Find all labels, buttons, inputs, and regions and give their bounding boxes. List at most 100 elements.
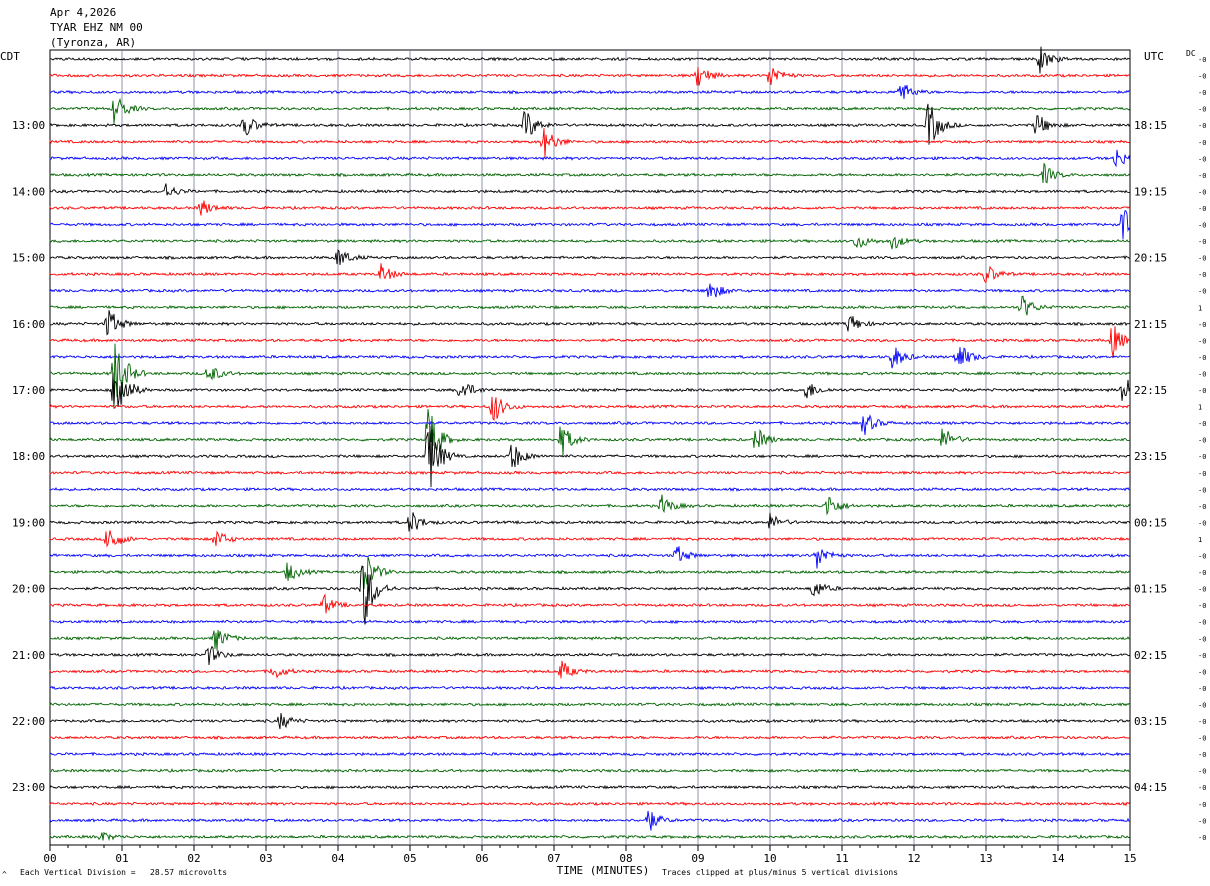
dc-offset-value: -0 xyxy=(1198,172,1206,180)
x-tick-label: 00 xyxy=(43,852,56,865)
dc-offset-value: -0 xyxy=(1198,139,1206,147)
dc-offset-value: 1 xyxy=(1198,304,1202,312)
left-time-label: 21:00 xyxy=(12,649,45,662)
seismic-trace xyxy=(49,660,1131,679)
dc-offset-value: -0 xyxy=(1198,122,1206,130)
seismic-trace xyxy=(49,619,1131,625)
dc-offset-value: -0 xyxy=(1198,470,1206,478)
dc-offset-value: -0 xyxy=(1198,751,1206,759)
right-time-label: 18:15 xyxy=(1134,119,1167,132)
seismic-trace xyxy=(49,200,1131,216)
dc-header-label: DC xyxy=(1186,49,1196,58)
header-date: Apr 4,2026 xyxy=(50,6,117,19)
left-time-label: 16:00 xyxy=(12,318,45,331)
dc-offset-value: 1 xyxy=(1198,536,1202,544)
dc-offset-value: -0 xyxy=(1198,619,1206,627)
left-time-label: 15:00 xyxy=(12,252,45,265)
dc-offset-value: -0 xyxy=(1198,553,1206,561)
seismic-trace xyxy=(49,326,1131,357)
x-tick-label: 03 xyxy=(259,852,272,865)
left-time-label: 20:00 xyxy=(12,583,45,596)
left-timezone-label: CDT xyxy=(0,50,20,63)
right-time-label: 23:15 xyxy=(1134,450,1167,463)
seismic-trace xyxy=(49,630,1131,651)
x-tick-label: 10 xyxy=(763,852,776,865)
right-time-label: 21:15 xyxy=(1134,318,1167,331)
dc-offset-value: -0 xyxy=(1198,701,1206,709)
seismic-trace xyxy=(49,372,1131,407)
seismic-trace xyxy=(49,701,1131,707)
seismic-trace xyxy=(49,84,1131,100)
dc-offset-value: -0 xyxy=(1198,73,1206,81)
seismic-trace xyxy=(49,556,1131,590)
left-time-label: 17:00 xyxy=(12,384,45,397)
dc-offset-value: -0 xyxy=(1198,106,1206,114)
seismic-trace xyxy=(49,295,1131,316)
dc-offset-value: -0 xyxy=(1198,768,1206,776)
right-time-label: 03:15 xyxy=(1134,715,1167,728)
seismic-trace xyxy=(49,494,1131,516)
dc-offset-value: -0 xyxy=(1198,652,1206,660)
dc-offset-value: -0 xyxy=(1198,271,1206,279)
x-tick-label: 02 xyxy=(187,852,200,865)
header-station: TYAR EHZ NM 00 xyxy=(50,21,143,34)
dc-offset-value: -0 xyxy=(1198,205,1206,213)
dc-offset-value: -0 xyxy=(1198,370,1206,378)
left-time-label: 22:00 xyxy=(12,715,45,728)
header-location: (Tyronza, AR) xyxy=(50,36,137,49)
seismic-trace xyxy=(49,810,1131,831)
left-time-label: 18:00 xyxy=(12,450,45,463)
seismic-trace xyxy=(49,425,1130,488)
dc-offset-value: -0 xyxy=(1198,56,1206,64)
seismic-trace xyxy=(49,396,1131,421)
seismic-trace xyxy=(49,283,1131,298)
dc-offset-value: -0 xyxy=(1198,437,1206,445)
dc-offset-value: -0 xyxy=(1198,519,1206,527)
seismic-trace xyxy=(49,163,1131,184)
seismic-trace xyxy=(49,470,1131,476)
right-time-label: 20:15 xyxy=(1134,252,1167,265)
seismic-trace xyxy=(49,593,1131,614)
x-tick-label: 09 xyxy=(691,852,704,865)
left-time-label: 13:00 xyxy=(12,119,45,132)
seismic-trace xyxy=(49,735,1131,741)
dc-offset-value: -0 xyxy=(1198,668,1206,676)
dc-offset-value: 1 xyxy=(1198,404,1202,412)
dc-offset-value: -0 xyxy=(1198,387,1206,395)
left-time-label: 14:00 xyxy=(12,185,45,198)
right-time-label: 04:15 xyxy=(1134,781,1167,794)
seismic-trace xyxy=(49,66,1131,86)
dc-offset-value: -0 xyxy=(1198,718,1206,726)
dc-offset-value: -0 xyxy=(1198,337,1206,345)
x-tick-label: 15 xyxy=(1123,852,1136,865)
dc-offset-value: -0 xyxy=(1198,188,1206,196)
seismic-trace xyxy=(49,310,1131,336)
x-tick-label: 11 xyxy=(835,852,848,865)
seismic-trace xyxy=(49,103,1131,145)
left-time-label: 19:00 xyxy=(12,516,45,529)
x-tick-label: 05 xyxy=(403,852,416,865)
seismic-trace xyxy=(49,751,1131,757)
dc-offset-value: -0 xyxy=(1198,569,1206,577)
dc-offset-value: -0 xyxy=(1198,453,1206,461)
right-time-label: 22:15 xyxy=(1134,384,1167,397)
dc-offset-value: -0 xyxy=(1198,817,1206,825)
plot-frame xyxy=(49,49,1131,846)
right-time-label: 01:15 xyxy=(1134,583,1167,596)
x-tick-label: 01 xyxy=(115,852,128,865)
x-tick-label: 08 xyxy=(619,852,632,865)
x-axis-title: TIME (MINUTES) xyxy=(557,864,650,877)
dc-offset-value: -0 xyxy=(1198,834,1206,842)
right-time-label: 02:15 xyxy=(1134,649,1167,662)
seismic-trace xyxy=(49,530,1131,548)
seismic-trace xyxy=(49,46,1131,74)
dc-offset-value: -0 xyxy=(1198,321,1206,329)
seismic-trace xyxy=(49,183,1131,196)
seismic-trace xyxy=(49,236,1131,250)
seismic-trace xyxy=(49,712,1131,730)
x-tick-label: 07 xyxy=(547,852,560,865)
seismic-trace xyxy=(49,128,1131,158)
seismic-trace xyxy=(49,645,1131,666)
seismic-trace xyxy=(49,801,1131,807)
dc-offset-value: -0 xyxy=(1198,503,1206,511)
